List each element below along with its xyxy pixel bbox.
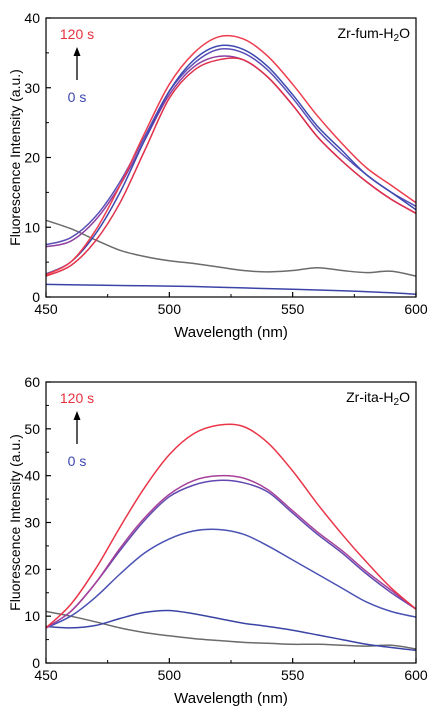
time-label-end: 120 s <box>60 26 94 42</box>
series-line-2 <box>45 609 417 652</box>
arrow-up-icon <box>73 47 81 56</box>
y-axis-label: Fluorescence Intensity (a.u.) <box>7 69 23 246</box>
panel-label: Zr-fum-H2O <box>338 25 411 44</box>
chart-panel-1: 450 500 550 600 0 10 20 30 40 Wavelength (nm) Fluo… <box>7 10 428 341</box>
series-line-1 <box>45 219 417 277</box>
series-line-2 <box>45 283 417 295</box>
panel-label: Zr-ita-H2O <box>346 389 410 408</box>
series-line-7 <box>45 34 417 276</box>
y-tick-label: 30 <box>24 515 40 531</box>
y-tick-label: 10 <box>24 219 40 235</box>
x-tick-label: 600 <box>404 667 428 683</box>
chart-panel-2: 450 500 550 600 0 10 20 30 40 50 60 Wavelength (nm)… <box>7 374 428 707</box>
y-tick-label: 20 <box>24 150 40 166</box>
x-tick-label: 550 <box>281 667 305 683</box>
y-tick-label: 0 <box>32 655 40 671</box>
y-tick-label: 60 <box>24 374 40 390</box>
series-line-3 <box>45 47 417 246</box>
series-line-6 <box>45 423 417 629</box>
series-line-1 <box>45 610 417 650</box>
x-axis-label: Wavelength (nm) <box>174 690 288 707</box>
y-tick-label: 50 <box>24 421 40 437</box>
series-line-5 <box>45 44 417 275</box>
x-tick-label: 500 <box>158 301 182 317</box>
time-label-start: 0 s <box>68 453 87 469</box>
series-line-6 <box>45 57 417 277</box>
x-tick-label: 600 <box>404 301 428 317</box>
x-axis-label: Wavelength (nm) <box>174 324 288 341</box>
y-tick-label: 40 <box>24 468 40 484</box>
x-tick-label: 450 <box>34 301 58 317</box>
y-tick-label: 20 <box>24 561 40 577</box>
y-tick-label: 40 <box>24 10 40 26</box>
series-line-3 <box>45 528 417 629</box>
y-tick-label: 10 <box>24 608 40 624</box>
x-tick-label: 450 <box>34 667 58 683</box>
y-tick-label: 0 <box>32 289 40 305</box>
x-tick-label: 500 <box>158 667 182 683</box>
y-axis-label: Fluorescence Intensity (a.u.) <box>7 434 23 611</box>
y-tick-label: 30 <box>24 80 40 96</box>
time-label-start: 0 s <box>68 89 87 105</box>
series-line-5 <box>45 474 417 629</box>
x-tick-label: 550 <box>281 301 305 317</box>
plot-frame <box>45 17 417 298</box>
time-label-end: 120 s <box>60 390 94 406</box>
series-line-4 <box>45 55 417 248</box>
series-line-4 <box>45 479 417 629</box>
arrow-up-icon <box>73 411 81 420</box>
